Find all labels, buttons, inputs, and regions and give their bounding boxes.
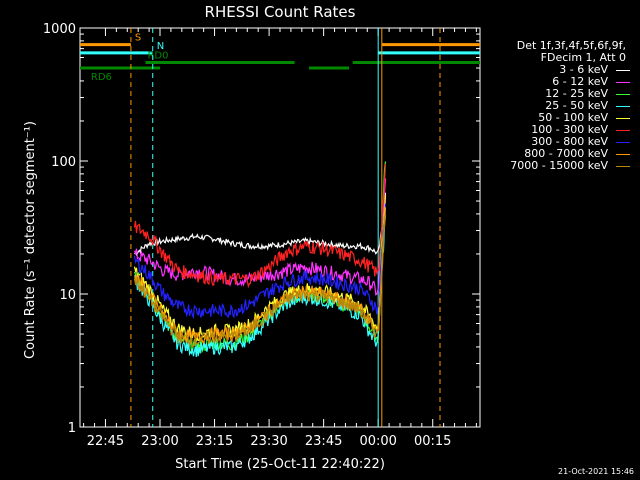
y-tick-label: 1 — [68, 421, 76, 436]
flag-label-rd6: RD6 — [91, 72, 112, 83]
y-axis: 1 10 100 1000 — [43, 22, 480, 436]
legend-entry: 12 - 25 keV — [482, 88, 632, 100]
legend-label: 25 - 50 keV — [545, 99, 608, 112]
legend-entry: 100 - 300 keV — [482, 124, 632, 136]
x-axis: 22:45 23:00 23:15 23:30 23:45 00:00 00:15 — [83, 28, 477, 449]
series-line-5 — [133, 163, 387, 289]
series-line-0 — [134, 192, 387, 256]
x-tick-label: 00:00 — [359, 434, 396, 449]
legend-swatch — [616, 130, 630, 131]
legend-label: 7000 - 15000 keV — [510, 159, 608, 172]
legend-entry: 300 - 800 keV — [482, 136, 632, 148]
legend-label: 3 - 6 keV — [559, 63, 608, 76]
legend-entry: 3 - 6 keV — [482, 64, 632, 76]
flag-label-rd0: RD0 — [147, 51, 168, 62]
legend-entry: 25 - 50 keV — [482, 100, 632, 112]
vertical-markers — [130, 28, 441, 427]
x-tick-label: 22:45 — [87, 434, 124, 449]
x-tick-label: 23:00 — [141, 434, 178, 449]
legend-label: 50 - 100 keV — [538, 111, 608, 124]
series-lines — [133, 161, 387, 357]
legend-swatch — [616, 70, 630, 71]
legend-label: 12 - 25 keV — [545, 87, 608, 100]
legend-label: 800 - 7000 keV — [524, 147, 608, 160]
x-tick-label: 00:15 — [414, 434, 451, 449]
y-axis-label: Count Rate (s⁻¹ detector segment⁻¹) — [23, 121, 38, 359]
legend-entry: 7000 - 15000 keV — [482, 160, 632, 172]
legend: Det 1f,3f,4f,5f,6f,9f, FDecim 1, Att 0 3… — [482, 40, 632, 172]
legend-header-2: FDecim 1, Att 0 — [540, 51, 626, 64]
legend-entry: 50 - 100 keV — [482, 112, 632, 124]
flag-label-s: S — [135, 33, 141, 44]
legend-header-1: Det 1f,3f,4f,5f,6f,9f, — [516, 39, 626, 52]
legend-swatch — [616, 154, 630, 155]
legend-swatch — [616, 106, 630, 107]
y-tick-label: 1000 — [43, 22, 76, 37]
x-tick-label: 23:15 — [196, 434, 233, 449]
legend-entry: 6 - 12 keV — [482, 76, 632, 88]
series-line-8 — [133, 214, 387, 348]
series-line-6 — [133, 203, 387, 320]
legend-swatch — [616, 166, 630, 167]
x-axis-label: Start Time (25-Oct-11 22:40:22) — [175, 457, 385, 472]
plot-timestamp: 21-Oct-2021 15:46 — [558, 467, 634, 476]
legend-label: 300 - 800 keV — [531, 135, 608, 148]
legend-entry: 800 - 7000 keV — [482, 148, 632, 160]
legend-swatch — [616, 142, 630, 143]
legend-label: 100 - 300 keV — [531, 123, 608, 136]
legend-swatch — [616, 118, 630, 119]
x-tick-label: 23:45 — [305, 434, 342, 449]
chart-title: RHESSI Count Rates — [205, 3, 356, 21]
legend-label: 6 - 12 keV — [552, 75, 608, 88]
flag-label-n: N — [157, 41, 164, 52]
x-tick-label: 23:30 — [250, 434, 287, 449]
y-tick-label: 10 — [59, 288, 76, 303]
legend-swatch — [616, 82, 630, 83]
legend-swatch — [616, 94, 630, 95]
y-tick-label: 100 — [51, 155, 76, 170]
